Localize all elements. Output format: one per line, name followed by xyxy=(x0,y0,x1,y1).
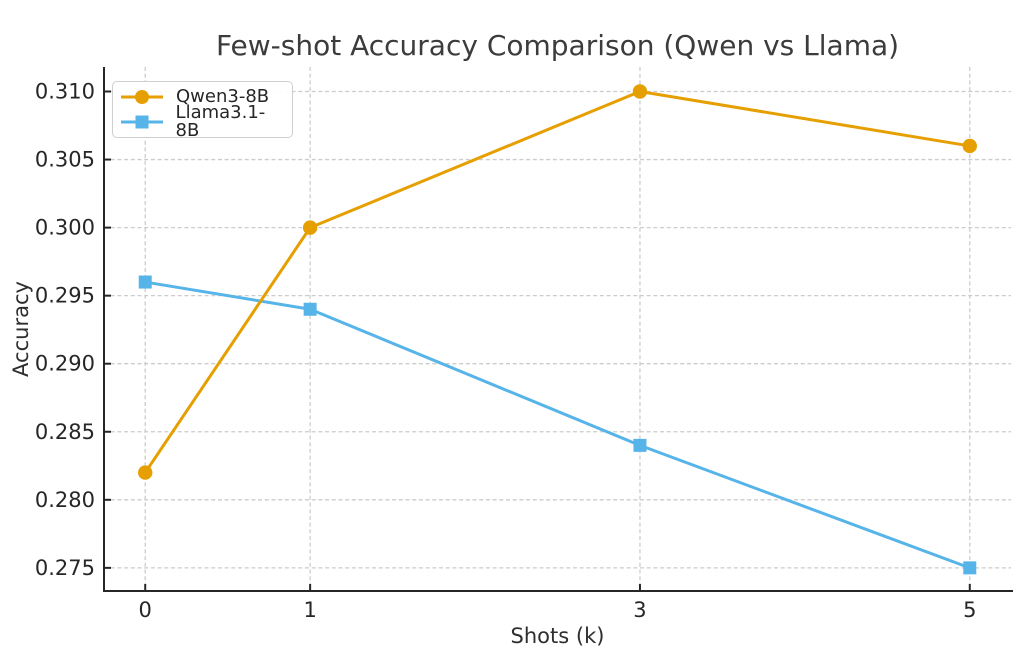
y-tick-label: 0.280 xyxy=(35,488,95,512)
legend-label-llama: Llama3.1-8B xyxy=(175,102,266,141)
qwen3-8b-marker xyxy=(632,84,648,99)
chart-title: Few-shot Accuracy Comparison (Qwen vs Ll… xyxy=(215,29,900,62)
llama3-1-8b-marker xyxy=(963,561,977,575)
y-tick-label: 0.290 xyxy=(35,352,95,376)
legend-item-qwen3-8b: Qwen3-8B xyxy=(119,85,288,109)
legend: Qwen3-8B Llama3.1-8B xyxy=(112,81,293,140)
qwen3-8b-line xyxy=(143,89,972,475)
x-tick-label: 1 xyxy=(303,598,316,622)
qwen3-8b-marker xyxy=(302,220,318,235)
y-tick-label: 0.305 xyxy=(35,148,95,172)
y-axis-label: Accuracy xyxy=(9,281,33,377)
y-tick-label: 0.275 xyxy=(35,556,95,580)
llama-line-marker-icon xyxy=(121,115,163,129)
qwen3-8b-marker xyxy=(962,138,977,154)
qwen3-8b-legend-marker xyxy=(135,90,149,104)
x-tick-label: 0 xyxy=(139,598,152,622)
y-tick-label: 0.300 xyxy=(35,216,95,240)
llama3-1-8b-line xyxy=(143,280,972,570)
llama3-1-8b-legend-marker xyxy=(135,115,149,129)
qwen-line-marker-icon xyxy=(121,90,163,104)
x-axis-label: Shots (k) xyxy=(510,624,605,648)
qwen3-8b-marker xyxy=(138,465,153,480)
llama3-1-8b-marker xyxy=(303,302,317,316)
y-tick-label: 0.285 xyxy=(35,420,95,444)
x-tick-label: 3 xyxy=(633,598,646,622)
llama3-1-8b-marker xyxy=(138,275,152,289)
x-tick-label: 5 xyxy=(963,598,976,622)
y-tick-label: 0.295 xyxy=(35,284,95,308)
legend-item-llama3-1-8b: Llama3.1-8B xyxy=(119,104,288,140)
legend-label-qwen: Qwen3-8B xyxy=(176,86,270,107)
llama3-1-8b-marker xyxy=(633,438,647,452)
y-tick-label: 0.310 xyxy=(35,79,95,103)
